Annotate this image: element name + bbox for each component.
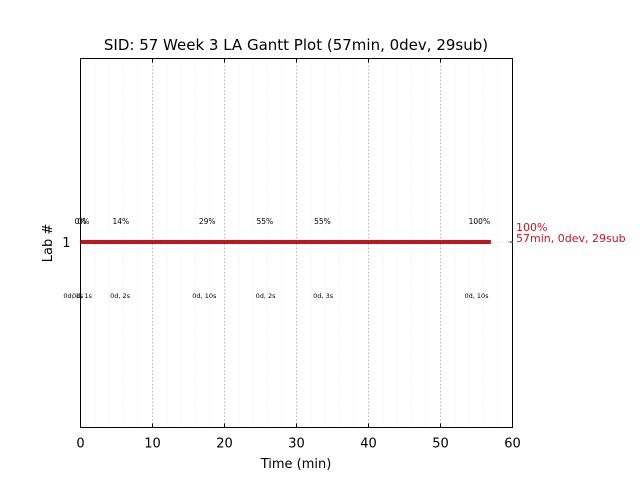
y-tick-label: 1 — [62, 236, 70, 251]
progress-percent-label: 0% — [75, 217, 87, 226]
axis-ticks: 0 10 20 30 40 50 60 1 — [62, 58, 521, 452]
x-tick-label: 10 — [144, 437, 161, 452]
duration-label: 0d, 10s — [192, 292, 217, 300]
duration-label: 0d, 3s — [313, 292, 334, 300]
progress-percent-label: 55% — [314, 217, 331, 226]
x-tick-label: 30 — [288, 437, 305, 452]
x-tick-label: 50 — [432, 437, 449, 452]
duration-label: 0d, 10s — [464, 292, 489, 300]
progress-percent-label: 0% — [77, 217, 89, 226]
x-tick-label: 60 — [504, 437, 521, 452]
x-tick-label: 0 — [76, 437, 84, 452]
duration-label: 0d, 2s — [110, 292, 131, 300]
x-axis-label: Time (min) — [260, 457, 332, 472]
progress-percent-label: 55% — [256, 217, 273, 226]
duration-label: 0d, 1s — [63, 292, 84, 300]
progress-percent-label: 100% — [469, 217, 490, 226]
x-tick-label: 20 — [216, 437, 233, 452]
y-axis-label: Lab # — [41, 224, 56, 263]
duration-label: 0d, 2s — [256, 292, 277, 300]
end-annotation-percent: 100% — [516, 221, 547, 234]
duration-label: 0d, 1s — [72, 292, 93, 300]
chart-title: SID: 57 Week 3 LA Gantt Plot (57min, 0de… — [104, 36, 488, 54]
progress-percent-label: 14% — [112, 217, 129, 226]
x-tick-label: 40 — [360, 437, 377, 452]
progress-percent-label: 29% — [199, 217, 216, 226]
end-annotation-summary: 57min, 0dev, 29sub — [516, 232, 626, 245]
